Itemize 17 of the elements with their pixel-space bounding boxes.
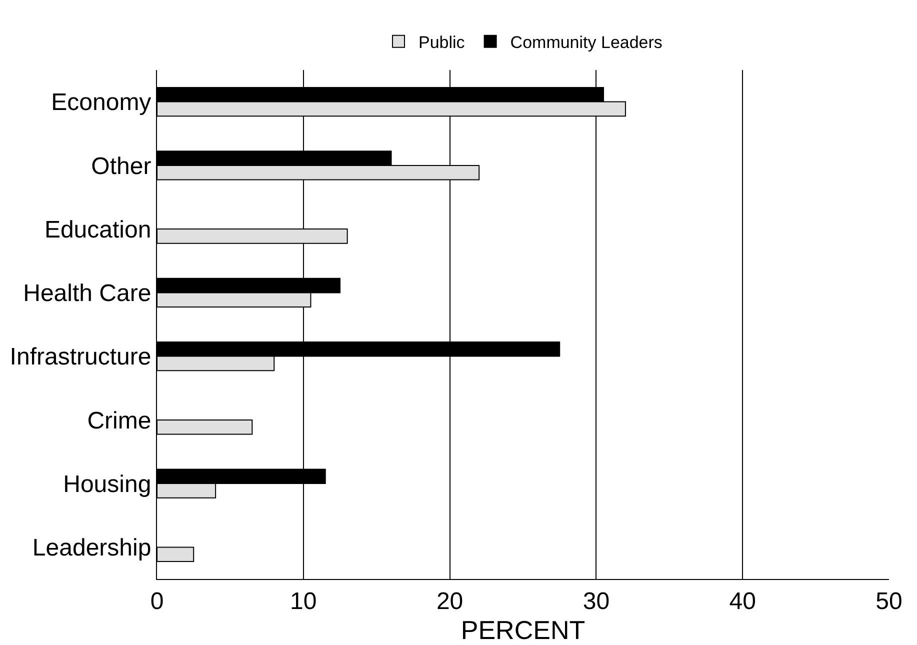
x-axis-title: PERCENT <box>460 614 586 645</box>
x-tick-label: 40 <box>729 588 756 615</box>
x-tick-label: 30 <box>582 588 610 615</box>
x-tick-label: 50 <box>876 588 902 615</box>
x-tick-label: 10 <box>290 588 317 615</box>
x-tick-label: 0 <box>150 588 164 615</box>
y-tick-label: Infrastructure <box>10 344 152 371</box>
y-tick-label: Leadership <box>32 534 152 562</box>
y-tick-label: Economy <box>51 89 152 116</box>
y-tick-label: Education <box>44 216 152 244</box>
y-tick-label: Crime <box>87 407 152 434</box>
y-tick-label: Health Care <box>23 280 152 308</box>
y-tick-label: Other <box>91 152 152 180</box>
legend-label: Community Leaders <box>510 33 662 52</box>
y-tick-label: Housing <box>63 470 152 498</box>
legend-label: Public <box>418 33 466 52</box>
x-tick-label: 20 <box>436 588 464 615</box>
